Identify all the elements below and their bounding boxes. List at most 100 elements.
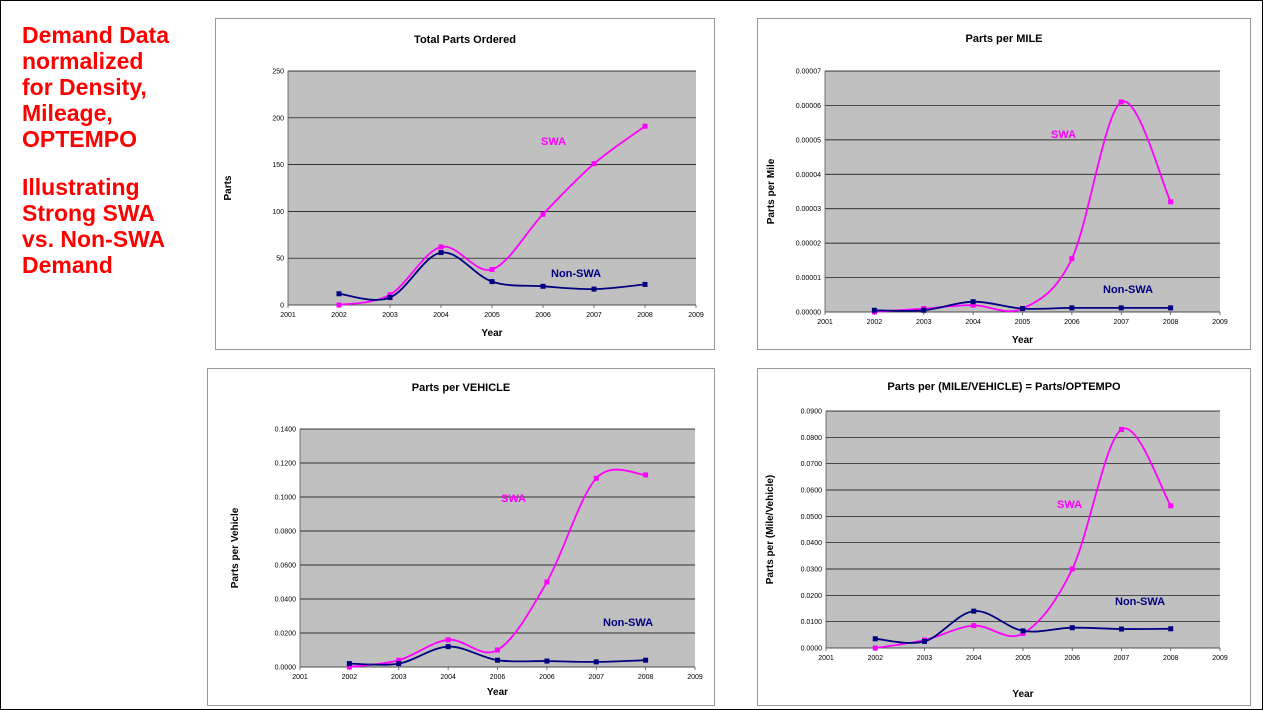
x-tick-label: 2003 bbox=[916, 319, 932, 326]
y-tick-label: 0.0400 bbox=[275, 597, 297, 604]
y-tick-label: 50 bbox=[276, 256, 284, 263]
y-tick-label: 100 bbox=[272, 209, 284, 216]
y-tick-label: 0.00000 bbox=[796, 310, 821, 317]
series-label: Non-SWA bbox=[1115, 596, 1165, 608]
x-tick-label: 2008 bbox=[637, 312, 653, 319]
plot-area bbox=[300, 429, 695, 667]
y-tick-label: 0.1000 bbox=[275, 495, 297, 502]
x-tick-label: 2003 bbox=[391, 674, 407, 681]
y-tick-label: 0.0600 bbox=[801, 488, 823, 495]
data-point bbox=[387, 292, 393, 298]
x-tick-label: 2002 bbox=[342, 674, 358, 681]
x-tick-label: 2009 bbox=[687, 674, 703, 681]
data-point bbox=[544, 658, 550, 664]
chart-parts-per-vehicle: 0.0000 0.0200 0.0400 0.0600 0.0800 0.1000 0.12… bbox=[207, 368, 715, 706]
x-axis-label: Year bbox=[1012, 689, 1033, 700]
sidebar-block-1: Demand Data normalized for Density, Mile… bbox=[22, 22, 222, 152]
chart-svg: 0.00000 0.00001 0.00002 0.00003 0.00004 0.000… bbox=[766, 33, 1228, 346]
chart-title: Parts per MILE bbox=[965, 33, 1042, 45]
x-tick-label: 2005 bbox=[1015, 655, 1031, 662]
data-point bbox=[593, 659, 599, 665]
y-axis-label: Parts per Mile bbox=[766, 158, 777, 224]
data-point bbox=[922, 638, 927, 644]
x-tick-label: 2007 bbox=[1113, 319, 1129, 326]
data-point bbox=[971, 623, 977, 629]
data-point bbox=[336, 291, 342, 297]
plot-area bbox=[825, 71, 1220, 312]
x-tick-label: 2007 bbox=[588, 674, 604, 681]
x-tick-label: 2001 bbox=[817, 319, 833, 326]
data-point bbox=[1168, 503, 1174, 509]
data-point bbox=[438, 250, 444, 256]
data-point bbox=[872, 636, 878, 642]
x-tick-label: 2008 bbox=[638, 674, 654, 681]
x-tick-label: 2006 bbox=[490, 674, 506, 681]
data-point bbox=[544, 579, 550, 585]
x-axis-label: Year bbox=[487, 687, 508, 698]
y-tick-label: 200 bbox=[272, 115, 284, 122]
y-tick-label: 0.1200 bbox=[275, 461, 297, 468]
y-tick-label: 0 bbox=[280, 303, 284, 310]
y-tick-label: 0.0100 bbox=[801, 619, 823, 626]
series-label: SWA bbox=[1057, 499, 1082, 511]
y-tick-label: 0.0300 bbox=[801, 567, 823, 574]
x-tick-label: 2005 bbox=[484, 312, 500, 319]
x-tick-label: 2004 bbox=[965, 319, 981, 326]
y-tick-label: 150 bbox=[272, 162, 284, 169]
data-point bbox=[591, 161, 597, 167]
series-line bbox=[874, 100, 1172, 313]
data-point bbox=[1118, 305, 1124, 311]
series-label: Non-SWA bbox=[551, 268, 601, 280]
data-point bbox=[970, 299, 976, 305]
data-point bbox=[970, 302, 976, 308]
y-tick-label: 250 bbox=[272, 69, 284, 76]
series-label: SWA bbox=[1051, 129, 1076, 141]
x-tick-label: 2003 bbox=[382, 312, 398, 319]
data-point bbox=[1020, 631, 1026, 637]
x-axis-label: Year bbox=[1012, 335, 1033, 346]
data-point bbox=[642, 123, 648, 129]
y-tick-label: 0.0600 bbox=[275, 563, 297, 570]
data-point bbox=[921, 307, 927, 313]
y-tick-label: 0.1400 bbox=[275, 427, 297, 434]
y-tick-label: 0.00004 bbox=[796, 172, 821, 179]
y-tick-label: 0.0400 bbox=[801, 540, 823, 547]
x-tick-label: 2006 bbox=[1064, 655, 1080, 662]
x-tick-label: 2001 bbox=[292, 674, 308, 681]
data-point bbox=[438, 244, 444, 250]
sidebar-line: vs. Non-SWA bbox=[22, 226, 166, 252]
x-tick-label: 2009 bbox=[688, 312, 704, 319]
plot-area bbox=[288, 71, 696, 305]
data-point bbox=[643, 657, 649, 663]
plot-area bbox=[826, 411, 1220, 648]
y-axis-label: Parts bbox=[223, 175, 234, 200]
data-point bbox=[1020, 628, 1026, 634]
sidebar-line: Demand Data bbox=[22, 22, 169, 48]
x-tick-label: 2008 bbox=[1163, 655, 1179, 662]
sidebar-line: Illustrating bbox=[22, 174, 140, 200]
y-tick-label: 0.0000 bbox=[275, 665, 297, 672]
y-tick-label: 0.0000 bbox=[801, 646, 823, 653]
x-tick-label: 2004 bbox=[433, 312, 449, 319]
y-tick-label: 0.0800 bbox=[275, 529, 297, 536]
x-tick-label: 2007 bbox=[586, 312, 602, 319]
data-point bbox=[1168, 626, 1174, 632]
data-point bbox=[336, 302, 342, 308]
x-tick-label: 2003 bbox=[917, 655, 933, 662]
y-tick-label: 0.0200 bbox=[801, 593, 823, 600]
y-tick-label: 0.0700 bbox=[801, 461, 823, 468]
y-tick-label: 0.0900 bbox=[801, 409, 823, 416]
y-tick-label: 0.00001 bbox=[796, 275, 821, 282]
sidebar-line: Demand bbox=[22, 252, 113, 278]
data-point bbox=[346, 661, 352, 667]
data-point bbox=[1069, 625, 1075, 631]
data-point bbox=[1119, 426, 1124, 432]
data-point bbox=[591, 286, 597, 292]
sidebar-line: Mileage, bbox=[22, 100, 113, 126]
chart-parts-per-mile: 0.00000 0.00001 0.00002 0.00003 0.00004 0.000… bbox=[757, 18, 1251, 350]
data-point bbox=[540, 211, 546, 217]
data-point bbox=[643, 472, 649, 478]
x-tick-label: 2004 bbox=[440, 674, 456, 681]
y-tick-label: 0.0500 bbox=[801, 514, 823, 521]
x-tick-label: 2009 bbox=[1212, 319, 1228, 326]
